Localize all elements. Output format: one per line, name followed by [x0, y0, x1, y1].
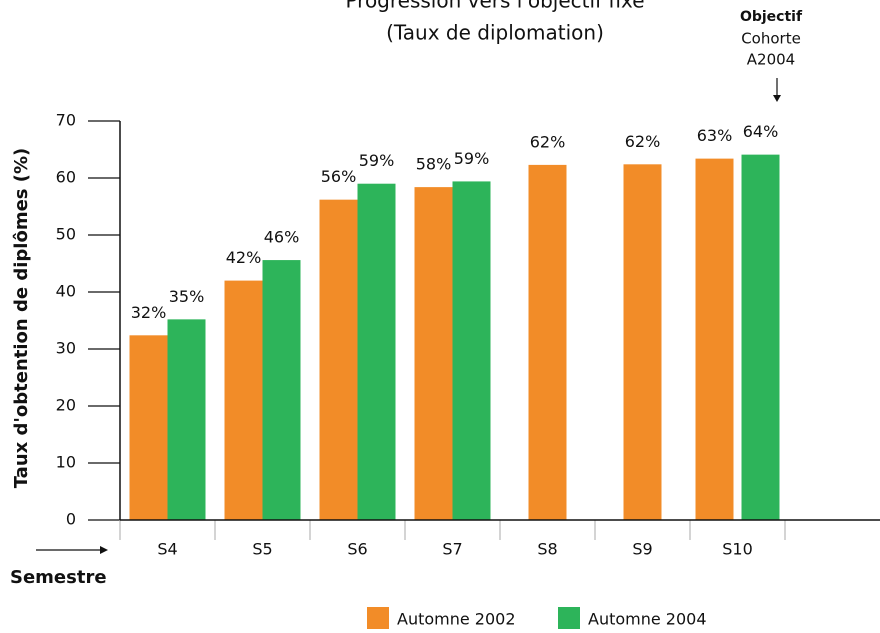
x-tick-label: S8	[537, 540, 557, 559]
value-label: 56%	[321, 167, 357, 186]
y-tick-label: 40	[56, 282, 76, 301]
bar	[129, 335, 168, 520]
bar	[741, 154, 780, 520]
value-label: 59%	[359, 151, 395, 170]
bar	[357, 183, 396, 520]
annotation-line: Cohorte	[741, 30, 801, 48]
legend-swatch	[367, 607, 389, 629]
annotation-line: A2004	[747, 51, 795, 69]
y-tick-label: 20	[56, 396, 76, 415]
bar	[452, 181, 491, 521]
y-tick-label: 0	[66, 510, 76, 529]
legend-swatch	[558, 607, 580, 629]
bar	[623, 164, 662, 520]
bar	[224, 280, 263, 520]
y-tick-label: 60	[56, 168, 76, 187]
value-label: 35%	[169, 287, 205, 306]
x-tick-label: S4	[157, 540, 177, 559]
legend-label: Automne 2002	[397, 610, 516, 629]
y-tick-label: 50	[56, 225, 76, 244]
value-label: 63%	[697, 126, 733, 145]
value-label: 58%	[416, 155, 452, 174]
bar	[262, 260, 301, 520]
value-label: 46%	[264, 228, 300, 247]
value-label: 62%	[625, 132, 661, 151]
value-label: 64%	[743, 122, 779, 141]
annotation-title: Objectif	[740, 9, 803, 25]
bar	[414, 187, 453, 520]
x-axis-label: Semestre	[10, 567, 107, 588]
y-axis-label: Taux d'obtention de diplômes (%)	[11, 148, 32, 489]
x-tick-label: S5	[252, 540, 272, 559]
value-label: 62%	[530, 132, 566, 151]
x-tick-label: S10	[722, 540, 753, 559]
value-label: 59%	[454, 149, 490, 168]
value-label: 42%	[226, 248, 262, 267]
value-label: 32%	[131, 303, 167, 322]
x-tick-label: S6	[347, 540, 367, 559]
x-tick-label: S9	[632, 540, 652, 559]
y-tick-label: 10	[56, 453, 76, 472]
y-tick-label: 70	[56, 111, 76, 130]
bar	[319, 199, 358, 520]
bar	[695, 158, 734, 520]
chart-subtitle: (Taux de diplomation)	[386, 21, 604, 45]
bar	[167, 319, 206, 520]
y-tick-label: 30	[56, 339, 76, 358]
annotation-arrowhead	[773, 95, 781, 102]
x-label-arrowhead	[100, 546, 108, 554]
x-tick-label: S7	[442, 540, 462, 559]
legend-label: Automne 2004	[588, 610, 707, 629]
bar	[528, 164, 567, 520]
chart-title: Progression vers l'objectif fixé	[345, 0, 644, 13]
